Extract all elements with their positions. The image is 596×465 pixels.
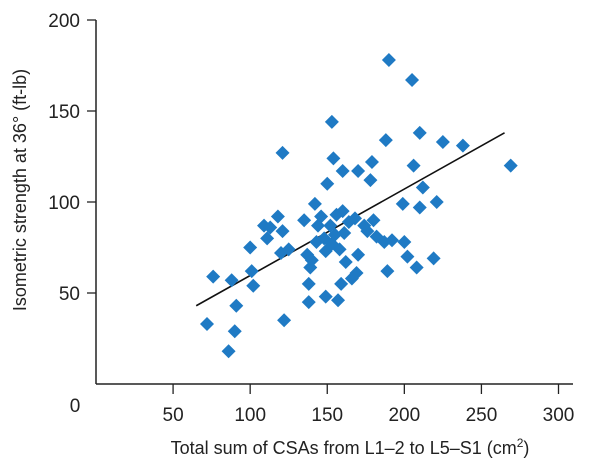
data-point (348, 211, 362, 226)
data-point (314, 209, 329, 224)
data-point (405, 73, 420, 88)
data-point (435, 134, 450, 149)
data-point (406, 158, 421, 173)
data-point (380, 264, 395, 279)
data-point (275, 145, 290, 160)
x-axis-label-superscript: 2 (517, 436, 524, 450)
data-point (275, 224, 290, 239)
data-point (244, 264, 259, 279)
x-axis-label-main: Total sum of CSAs from L1–2 to L5–S1 (cm (171, 438, 517, 458)
data-point (246, 278, 261, 293)
data-point (304, 253, 319, 268)
data-point (429, 195, 444, 209)
data-point (363, 173, 378, 188)
data-point (395, 196, 410, 211)
data-point (503, 158, 518, 173)
data-point (301, 295, 316, 310)
y-tick-label: 50 (59, 284, 80, 305)
data-point (455, 138, 470, 153)
x-axis-label: Total sum of CSAs from L1–2 to L5–S1 (cm… (171, 436, 530, 458)
data-point (426, 251, 441, 266)
data-point (397, 235, 412, 250)
tick-group: 50 100 150 200 250 300 50 100 150 200 (48, 11, 574, 426)
data-point (351, 164, 366, 179)
data-point (360, 224, 375, 239)
data-point (206, 269, 221, 284)
data-point (335, 164, 350, 179)
x-tick-label: 100 (234, 405, 266, 426)
data-point (318, 289, 333, 304)
data-point (297, 213, 312, 228)
data-point (260, 231, 275, 246)
y-tick-label: 150 (48, 102, 80, 123)
y-axis-label: Isometric strength at 36° (ft-lb) (10, 69, 30, 311)
data-point (243, 240, 258, 255)
origin-label: 0 (70, 396, 81, 417)
data-point (378, 133, 393, 148)
data-point (327, 227, 342, 242)
data-point (200, 316, 214, 331)
data-point (301, 276, 316, 291)
data-point (332, 242, 347, 257)
data-point (281, 242, 296, 257)
data-point (334, 276, 349, 291)
axes (95, 20, 573, 385)
data-point (335, 204, 350, 219)
data-point (331, 293, 346, 308)
data-point (277, 313, 292, 328)
data-point (229, 298, 244, 313)
x-tick-label: 50 (163, 405, 184, 426)
data-point (412, 200, 427, 215)
x-axis-label-end: ) (523, 438, 529, 458)
data-point (227, 324, 242, 339)
data-point (381, 53, 396, 68)
data-point (326, 151, 341, 166)
data-point (270, 209, 285, 224)
points-group (200, 53, 518, 359)
data-point (412, 125, 427, 140)
data-point (337, 225, 352, 240)
data-point (385, 233, 399, 248)
data-point (415, 180, 430, 195)
data-point (320, 176, 335, 191)
x-tick-label: 300 (543, 405, 575, 426)
data-point (409, 260, 424, 275)
x-tick-label: 150 (311, 405, 343, 426)
data-point (349, 265, 364, 280)
data-point (263, 220, 278, 235)
data-point (351, 247, 366, 262)
data-point (338, 255, 353, 270)
x-tick-label: 250 (466, 405, 498, 426)
data-point (224, 273, 239, 288)
data-point (307, 196, 322, 211)
y-tick-label: 100 (48, 193, 80, 214)
data-point (400, 249, 415, 264)
data-point (221, 344, 236, 359)
data-point (366, 213, 381, 228)
data-point (324, 114, 339, 129)
y-tick-label: 200 (48, 11, 80, 32)
x-tick-label: 200 (388, 405, 420, 426)
data-point (364, 154, 379, 169)
